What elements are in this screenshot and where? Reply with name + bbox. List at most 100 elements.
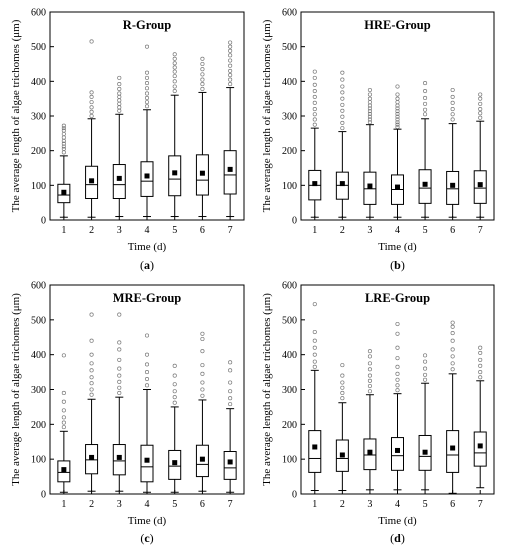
mean-marker xyxy=(116,454,122,460)
iqr-box xyxy=(446,430,460,473)
outlier-point xyxy=(200,363,205,368)
outlier-point xyxy=(61,135,66,140)
box-5 xyxy=(168,363,182,493)
x-tick-label: 7 xyxy=(228,499,233,510)
plot-frame xyxy=(49,284,245,495)
outlier-point xyxy=(367,109,372,114)
box-5 xyxy=(418,81,432,218)
outlier-point xyxy=(312,345,317,350)
outlier-point xyxy=(423,101,428,106)
outlier-point xyxy=(450,347,455,352)
outlier-point xyxy=(172,373,177,378)
outlier-point xyxy=(312,352,317,357)
outlier-point xyxy=(228,368,233,373)
x-tick-label: 2 xyxy=(340,225,345,236)
mean-marker xyxy=(450,182,456,188)
outlier-point xyxy=(312,75,317,80)
outlier-point xyxy=(395,109,400,114)
box-7 xyxy=(223,360,237,493)
y-axis-title: The average length of algae trichomes (μ… xyxy=(10,293,22,486)
outlier-point xyxy=(200,393,205,398)
x-tick-label: 3 xyxy=(367,225,372,236)
outlier-point xyxy=(312,117,317,122)
box-3 xyxy=(363,87,377,218)
outlier-point xyxy=(172,61,177,66)
mean-marker xyxy=(227,459,233,465)
outlier-point xyxy=(228,53,233,58)
outlier-point xyxy=(478,370,483,375)
box-7 xyxy=(473,345,487,489)
outlier-point xyxy=(312,88,317,94)
outlier-point xyxy=(395,321,400,327)
mean-marker xyxy=(144,173,150,179)
outlier-point xyxy=(450,117,455,122)
outlier-point xyxy=(478,375,483,380)
outlier-point xyxy=(478,345,483,350)
outlier-point xyxy=(340,102,345,107)
x-tick-label: 1 xyxy=(312,225,317,236)
outlier-point xyxy=(144,352,150,357)
outlier-point xyxy=(395,117,400,122)
outlier-point xyxy=(367,349,372,354)
panel-letter: b xyxy=(394,258,401,272)
outlier-point xyxy=(395,84,400,89)
outlier-point xyxy=(200,380,205,385)
panel-label: (a) xyxy=(140,258,154,272)
x-tick-label: 1 xyxy=(61,225,66,236)
outlier-point xyxy=(367,378,372,383)
outlier-point xyxy=(89,338,94,343)
outlier-point xyxy=(117,98,122,103)
outlier-point xyxy=(450,338,455,343)
outlier-point xyxy=(340,108,345,113)
outlier-point xyxy=(172,88,177,94)
plot-frame xyxy=(49,11,245,221)
outlier-point xyxy=(228,44,233,49)
outlier-point xyxy=(478,107,483,112)
outlier-point xyxy=(200,86,205,92)
outlier-point xyxy=(144,104,150,109)
outlier-point xyxy=(395,92,400,97)
box-2 xyxy=(335,363,349,492)
outlier-point xyxy=(450,331,455,336)
panel-letter: c xyxy=(144,531,150,545)
iqr-box xyxy=(473,431,487,467)
outlier-point xyxy=(200,387,205,392)
outlier-point xyxy=(61,144,66,149)
outlier-point xyxy=(117,385,122,390)
y-tick-label: 400 xyxy=(31,77,46,88)
mean-marker xyxy=(172,170,178,176)
x-tick-label: 6 xyxy=(450,225,455,236)
outlier-point xyxy=(395,364,400,369)
outlier-point xyxy=(117,86,122,92)
outlier-point xyxy=(367,92,372,97)
outlier-point xyxy=(312,94,317,99)
plot-frame xyxy=(300,11,495,221)
box-4 xyxy=(391,321,404,491)
outlier-point xyxy=(89,381,94,386)
outlier-point xyxy=(61,420,66,425)
outlier-point xyxy=(144,383,150,388)
iqr-box xyxy=(140,161,154,197)
outlier-point xyxy=(117,105,122,110)
y-tick-label: 200 xyxy=(282,146,297,157)
outlier-point xyxy=(117,94,122,99)
outlier-point xyxy=(228,402,233,407)
x-tick-label: 7 xyxy=(478,499,483,510)
x-axis-title: Time (d) xyxy=(378,241,417,253)
outlier-point xyxy=(117,108,122,113)
outlier-point xyxy=(61,408,66,413)
panel-title: LRE-Group xyxy=(365,291,430,305)
iqr-box xyxy=(112,164,126,200)
x-tick-label: 4 xyxy=(145,499,150,510)
panel-label: (c) xyxy=(140,531,153,545)
outlier-point xyxy=(367,120,372,125)
outlier-point xyxy=(340,120,345,125)
outlier-point xyxy=(200,336,205,342)
outlier-point xyxy=(450,361,455,366)
x-tick-label: 4 xyxy=(145,225,150,236)
box-6 xyxy=(195,56,209,218)
outlier-point xyxy=(423,353,428,358)
panel-label: (b) xyxy=(390,258,405,272)
outlier-point xyxy=(340,373,345,378)
outlier-point xyxy=(172,65,177,70)
